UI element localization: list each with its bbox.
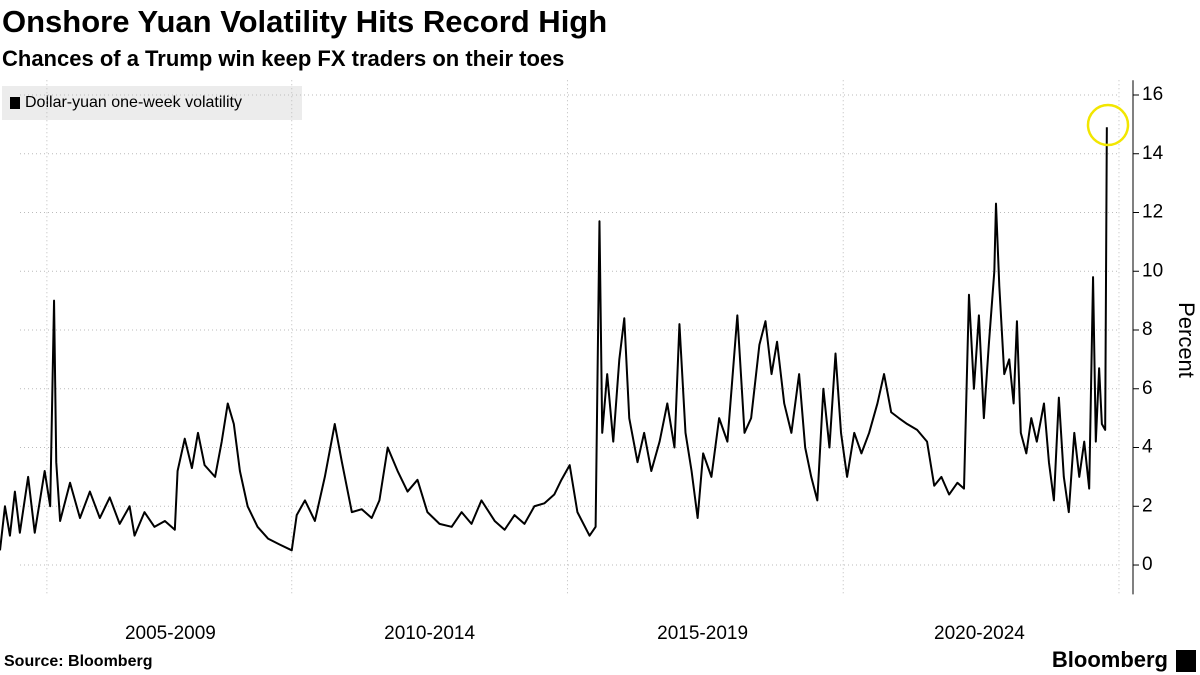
y-tick-label: 14 [1142,143,1164,164]
y-tick-label: 0 [1142,554,1153,575]
legend-label: Dollar-yuan one-week volatility [25,94,242,111]
highlight-circle [1086,103,1130,147]
brand: Bloomberg [1052,647,1168,672]
legend-swatch [10,97,20,109]
y-tick-label: 4 [1142,437,1153,458]
y-axis-label: Percent [1174,302,1199,378]
y-tick-label: 6 [1142,378,1153,399]
y-tick-label: 12 [1142,202,1163,223]
chart-title: Onshore Yuan Volatility Hits Record High [2,4,607,39]
x-tick-label: 2010-2014 [384,623,475,644]
x-tick-label: 2015-2019 [657,623,748,644]
plot: 0 2 4 6 8 10 12 14 16 2005-2009 2010-2014 2015-2019… [0,80,1164,644]
y-tick-label: 8 [1142,319,1153,340]
x-tick-label: 2005-2009 [125,623,216,644]
chart-subtitle: Chances of a Trump win keep FX traders o… [2,46,564,71]
y-tick-label: 2 [1142,495,1153,516]
legend-box [2,86,302,120]
y-tick-label: 16 [1142,84,1163,105]
y-tick-label: 10 [1142,260,1163,281]
source: Source: Bloomberg [4,653,152,670]
data-line [0,127,1108,552]
brand-icon [1176,650,1196,672]
x-tick-label: 2020-2024 [934,623,1025,644]
